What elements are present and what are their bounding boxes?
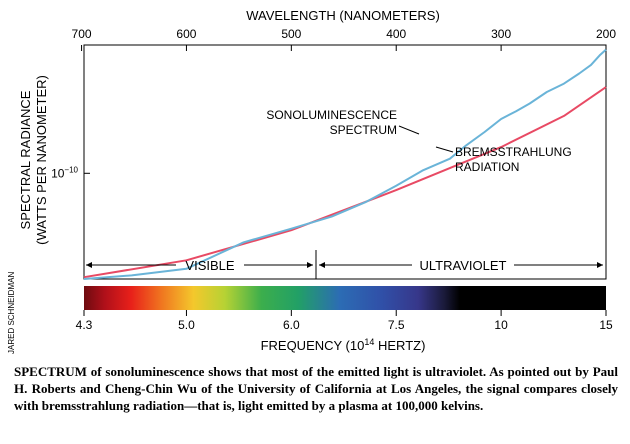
bottom-tick-label: 15 (599, 318, 613, 332)
sonoluminescence-line (83, 48, 607, 280)
visible-region-marker: VISIBLE (86, 258, 313, 273)
top-tick-label: 200 (596, 27, 616, 41)
y-axis-label-line1: SPECTRAL RADIANCE (18, 90, 33, 229)
sonoluminescence-leader (398, 125, 420, 135)
top-tick-label: 300 (491, 27, 511, 41)
figure-caption: SPECTRUM of sonoluminescence shows that … (14, 364, 618, 413)
bottom-tick-label: 10 (494, 318, 508, 332)
ultraviolet-region-label: ULTRAVIOLET (420, 258, 507, 273)
sonoluminescence-label-line1: SONOLUMINESCENCE (266, 108, 397, 122)
bottom-axis-ticks: 4.3 5.0 6.0 7.5 10 15 (76, 310, 613, 332)
bremsstrahlung-line (83, 86, 607, 279)
bremsstrahlung-leader (435, 146, 454, 153)
sonoluminescence-label-line2: SPECTRUM (330, 123, 397, 137)
x-axis-title: FREQUENCY (1014 HERTZ) (261, 337, 426, 353)
top-tick-label: 500 (281, 27, 301, 41)
top-axis-ticks: 700 600 500 400 300 200 (72, 27, 616, 51)
top-axis-title: WAVELENGTH (NANOMETERS) (246, 8, 440, 23)
bottom-tick-label: 4.3 (76, 318, 93, 332)
bottom-tick-label: 6.0 (283, 318, 300, 332)
ultraviolet-region-marker: ULTRAVIOLET (319, 258, 603, 273)
artist-credit: JARED SCHNEIDMAN (7, 272, 16, 354)
spectrum-figure: WAVELENGTH (NANOMETERS) 700 600 500 400 300 2… (7, 8, 616, 354)
y-tick-label: 10−10 (51, 165, 78, 180)
bremsstrahlung-label-line1: BREMSSTRAHLUNG (455, 145, 572, 159)
plot-frame (83, 44, 607, 280)
spectrum-color-bar (84, 286, 606, 310)
top-tick-label: 700 (72, 27, 92, 41)
y-axis-label-line2: (WATTS PER NANOMETER) (34, 75, 49, 245)
bottom-tick-label: 7.5 (388, 318, 405, 332)
bremsstrahlung-label-line2: RADIATION (455, 160, 519, 174)
bottom-tick-label: 5.0 (178, 318, 195, 332)
top-tick-label: 400 (386, 27, 406, 41)
top-tick-label: 600 (176, 27, 196, 41)
visible-region-label: VISIBLE (185, 258, 234, 273)
